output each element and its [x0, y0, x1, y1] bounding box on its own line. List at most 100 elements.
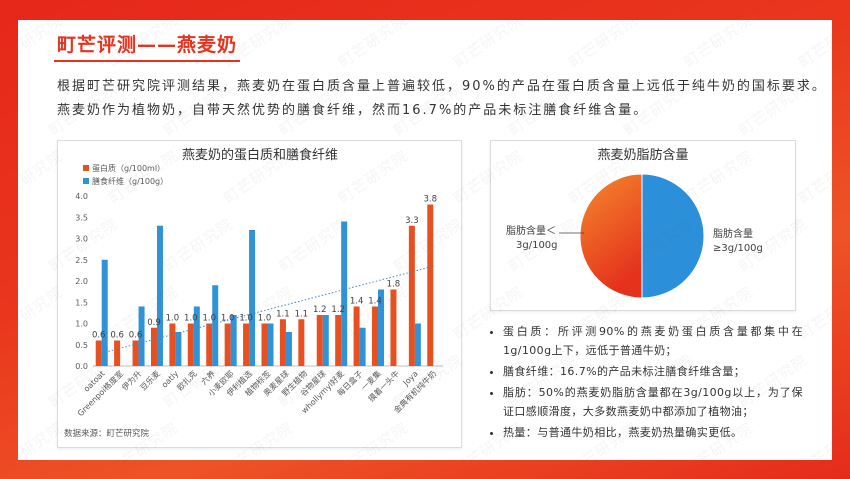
protein-data-label: 0.6: [129, 331, 143, 341]
category-label: 伊为升: [119, 368, 143, 392]
protein-data-label: 1.0: [166, 314, 180, 324]
protein-bar: [95, 340, 102, 366]
protein-data-label: 1.2: [313, 305, 327, 315]
category-label: 欧扎克: [175, 368, 199, 392]
pie-slice-low-fat: [579, 173, 643, 299]
protein-bar: [169, 323, 176, 366]
intro-line: 燕麦奶作为植物奶，自带天然优势的膳食纤维，然而16.7%的产品未标注膳食纤维含量…: [57, 103, 649, 118]
pie-chart-panel: 燕麦奶脂肪含量 脂肪含量＜ 3g/100g 脂肪含量 ≥3g/100g: [490, 140, 796, 311]
fiber-bar: [341, 221, 348, 366]
protein-data-label: 1.2: [331, 305, 345, 315]
pie-plot-area: [579, 173, 705, 299]
y-tick-label: 0.0: [75, 362, 88, 371]
slide-content: 町芒评测——燕麦奶 根据町芒研究院评测结果，燕麦奶在蛋白质含量上普遍较低，90%…: [18, 20, 832, 460]
protein-bar: [427, 204, 434, 366]
y-tick-label: 3.5: [75, 213, 88, 222]
protein-bar: [224, 323, 231, 366]
protein-data-label: 0.6: [92, 331, 106, 341]
protein-bar: [114, 340, 121, 366]
fiber-bar: [193, 306, 200, 366]
protein-data-label: 1.0: [239, 314, 253, 324]
fiber-bar: [267, 323, 274, 366]
finding-fiber: 膳食纤维：16.7%的产品未标注膳食纤维含量；: [503, 362, 803, 381]
y-tick-label: 4.0: [75, 192, 88, 201]
y-tick-label: 2.5: [75, 256, 88, 265]
fiber-bar: [156, 225, 163, 366]
watermark-text: 町芒研究院: [795, 20, 832, 72]
bar-chart-title: 燕麦奶的蛋白质和膳食纤维: [182, 147, 338, 163]
pie-chart-title: 燕麦奶脂肪含量: [597, 147, 688, 163]
fiber-bar: [212, 285, 219, 366]
protein-bar: [316, 315, 323, 366]
protein-data-label: 1.0: [258, 314, 272, 324]
protein-data-label: 0.9: [147, 318, 161, 328]
y-tick-label: 0.5: [75, 341, 88, 350]
pie-label-low-fat-line1: 脂肪含量＜: [506, 224, 556, 237]
pie-slice-high-fat: [641, 173, 705, 299]
legend-swatch-fiber: [83, 178, 89, 184]
protein-bar: [206, 323, 213, 366]
protein-bar: [150, 327, 157, 366]
fiber-bar: [249, 230, 256, 366]
watermark-text: 町芒研究院: [795, 146, 832, 208]
bar-plot-area: 0.0 0.5 1.0 1.5 2.0 2.5 3.0 3.5 4.0 0.6 0.6 0.6 0.9 1…: [75, 192, 443, 418]
protein-data-label: 3.3: [405, 216, 419, 226]
legend-label-fiber: 膳食纤维（g/100g）: [92, 176, 168, 186]
protein-data-label: 1.8: [387, 280, 401, 290]
fiber-bar: [138, 306, 145, 366]
protein-data-label: 1.4: [368, 297, 382, 307]
pie-chart-svg: 燕麦奶脂肪含量 脂肪含量＜ 3g/100g 脂肪含量 ≥3g/100g: [506, 147, 763, 299]
protein-bar: [187, 323, 194, 366]
y-tick-label: 2.0: [75, 277, 88, 286]
findings-list: 蛋白质：所评测90%的燕麦奶蛋白质含量都集中在1g/100g上下，远低于普通牛奶…: [488, 322, 803, 444]
page-title: 町芒评测——燕麦奶: [54, 30, 241, 62]
protein-data-label: 3.8: [424, 195, 438, 205]
protein-bar: [390, 289, 397, 366]
fiber-bar: [285, 332, 292, 366]
protein-data-label: 0.6: [110, 331, 124, 341]
protein-bar: [279, 319, 286, 366]
finding-calories: 热量：与普通牛奶相比，燕麦奶热量确实更低。: [503, 423, 803, 442]
watermark-text: 町芒研究院: [565, 20, 642, 72]
category-label: 豆乐麦: [138, 368, 162, 392]
protein-data-label: 1.0: [202, 314, 216, 324]
protein-bar: [372, 306, 379, 366]
protein-bar: [132, 340, 139, 366]
fiber-bar: [414, 323, 421, 366]
fiber-bar: [101, 259, 108, 366]
bar-chart-panel: 燕麦奶的蛋白质和膳食纤维 蛋白质（g/100ml） 膳食纤维（g/100g） 0…: [57, 140, 462, 448]
fiber-bar: [230, 315, 237, 366]
fiber-bar: [175, 332, 182, 366]
protein-data-label: 1.0: [221, 314, 235, 324]
y-tick-label: 1.0: [75, 320, 88, 329]
bar-chart-svg: 燕麦奶的蛋白质和膳食纤维 蛋白质（g/100ml） 膳食纤维（g/100g） 0…: [75, 147, 443, 418]
protein-data-label: 1.1: [276, 309, 290, 319]
fiber-bar: [322, 315, 329, 366]
pie-label-high-fat-line1: 脂肪含量: [713, 227, 753, 240]
y-tick-label: 3.0: [75, 235, 88, 244]
pie-label-low-fat-line2: 3g/100g: [516, 240, 558, 251]
data-source-note: 数据来源：町芒研究院: [64, 429, 150, 439]
protein-bar: [408, 225, 415, 366]
pie-label-high-fat-line2: ≥3g/100g: [713, 243, 763, 254]
intro-paragraph: 根据町芒研究院评测结果，燕麦奶在蛋白质含量上普遍较低，90%的产品在蛋白质含量上…: [57, 75, 827, 123]
protein-data-label: 1.4: [350, 297, 364, 307]
y-tick-label: 1.5: [75, 298, 88, 307]
fiber-bar: [359, 327, 366, 366]
legend-label-protein: 蛋白质（g/100ml）: [92, 163, 165, 173]
protein-bar: [243, 323, 250, 366]
protein-bar: [298, 319, 305, 366]
finding-fat: 脂肪：50%的燕麦奶脂肪含量都在3g/100g以上，为了保证口感顺滑度，大多数燕…: [503, 383, 803, 421]
protein-bar: [353, 306, 360, 366]
watermark-text: 町芒研究院: [450, 20, 527, 72]
fiber-bar: [378, 289, 385, 366]
protein-data-label: 1.0: [184, 314, 198, 324]
watermark-text: 町芒研究院: [335, 20, 412, 72]
finding-protein: 蛋白质：所评测90%的燕麦奶蛋白质含量都集中在1g/100g上下，远低于普通牛奶…: [503, 322, 803, 360]
watermark-text: 町芒研究院: [680, 20, 757, 72]
protein-bar: [261, 323, 268, 366]
protein-data-label: 1.1: [295, 309, 309, 319]
protein-bar: [335, 315, 342, 366]
legend-swatch-protein: [83, 165, 89, 171]
intro-line: 根据町芒研究院评测结果，燕麦奶在蛋白质含量上普遍较低，90%的产品在蛋白质含量上…: [57, 79, 827, 94]
